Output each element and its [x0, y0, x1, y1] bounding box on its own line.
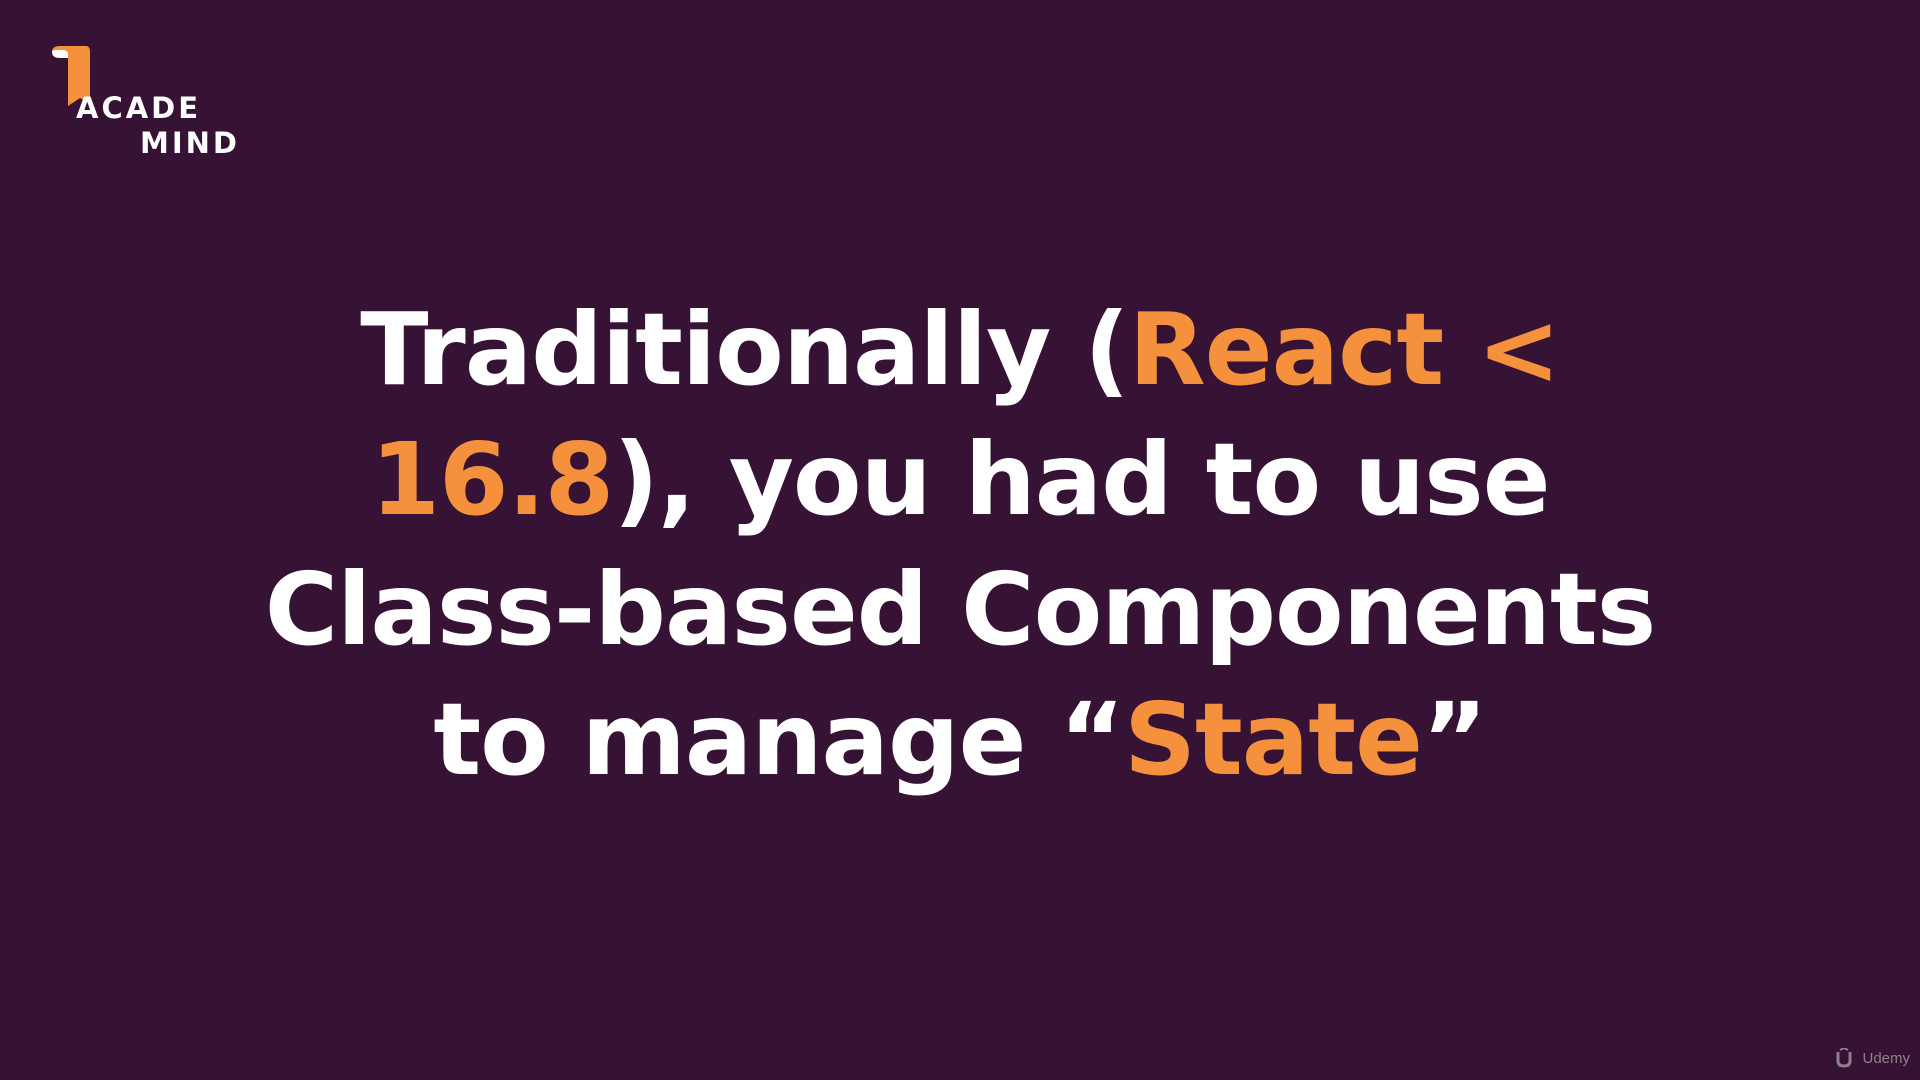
statement-highlight: React < — [1128, 291, 1561, 408]
slide-statement: Traditionally (React < 16.8), you had to… — [160, 285, 1760, 805]
statement-line-1: Traditionally (React < — [160, 285, 1760, 415]
statement-text: Traditionally ( — [360, 291, 1130, 408]
udemy-logo-icon — [1836, 1048, 1852, 1068]
logo-text-top: ACADE — [76, 91, 202, 125]
statement-highlight: State — [1123, 681, 1423, 798]
udemy-label: Udemy — [1862, 1049, 1910, 1067]
udemy-watermark: Udemy — [1834, 1048, 1910, 1068]
statement-line-3: Class-based Components — [160, 545, 1760, 675]
statement-text: Class-based Components — [264, 551, 1657, 668]
statement-highlight: 16.8 — [370, 421, 614, 538]
statement-line-4: to manage “State” — [160, 675, 1760, 805]
logo-text-bottom: MIND — [140, 126, 240, 160]
statement-line-2: 16.8), you had to use — [160, 415, 1760, 545]
academind-logo: ACADE MIND — [52, 46, 252, 160]
statement-text: ” — [1421, 681, 1488, 798]
book-ribbon-icon — [52, 46, 90, 106]
statement-text: to manage “ — [433, 681, 1125, 798]
statement-text: ), you had to use — [613, 421, 1550, 538]
